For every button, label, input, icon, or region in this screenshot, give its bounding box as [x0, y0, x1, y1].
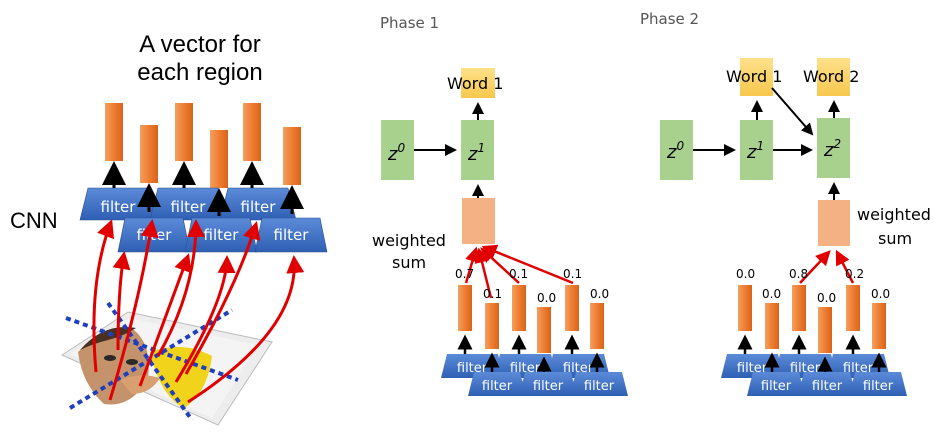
filter-label: filter — [533, 379, 564, 394]
weighted-sum-line2: sum — [392, 253, 426, 272]
filter-to-vector-arrows — [102, 161, 304, 216]
weighted-sum-box — [462, 198, 495, 244]
z0-label: z0 — [666, 139, 684, 163]
z1-label: z1 — [746, 139, 764, 163]
word1-box — [740, 58, 773, 96]
filter-block — [468, 372, 526, 396]
phase1-weights: 0.7 0.1 0.1 0.0 0.1 0.0 — [455, 267, 609, 305]
phase1-filter-arrows — [457, 334, 605, 372]
z0-label: z0 — [387, 141, 405, 165]
weight-label: 0.7 — [455, 267, 474, 281]
region-vector — [738, 285, 752, 331]
region-vector — [283, 127, 301, 185]
filter-label: filter — [137, 226, 173, 244]
region-vector — [105, 103, 123, 161]
image-to-filter-arrows — [92, 219, 305, 404]
weighted-sum-line1: weighted — [857, 205, 931, 224]
phase1-region-vectors — [458, 285, 604, 353]
region-vector — [210, 130, 228, 188]
phase2-title: Phase 2 — [640, 10, 699, 28]
z2-label: z2 — [823, 137, 841, 161]
filter-label: filter — [204, 226, 240, 244]
filter-label: filter — [171, 198, 207, 216]
z1-box — [461, 120, 494, 180]
filter-label: filter — [863, 379, 894, 394]
weight-label: 0.0 — [736, 267, 755, 281]
phase1-filter-front: filter filter filter — [468, 372, 628, 396]
region-vector — [846, 285, 860, 331]
filter-label: filter — [482, 379, 513, 394]
filter-block — [519, 372, 577, 396]
z0-box — [381, 120, 414, 180]
phase2-filter-arrows — [737, 334, 887, 372]
weight-label: 0.0 — [871, 287, 890, 301]
region-vector — [512, 285, 526, 331]
phase1-panel: Phase 1 Word 1 z0 z1 weighted sum 0.7 0.… — [372, 14, 628, 396]
word1-box — [461, 68, 495, 98]
filter-block — [798, 372, 856, 396]
filter-block — [570, 372, 628, 396]
weight-label: 0.0 — [817, 291, 836, 305]
weighted-sum-line1: weighted — [372, 231, 446, 250]
region-vector — [175, 103, 193, 161]
weighted-sum-box — [818, 200, 850, 246]
word1-label: Word 1 — [447, 74, 503, 93]
region-vector — [818, 307, 832, 353]
weight-label: 0.2 — [845, 267, 864, 281]
weight-label: 0.0 — [762, 287, 781, 301]
word1-label: Word 1 — [726, 67, 782, 86]
phase2-weights: 0.0 0.0 0.8 0.0 0.2 0.0 — [736, 267, 890, 305]
filter-label: filter — [761, 379, 792, 394]
phase2-attention-arrows — [799, 249, 855, 284]
phase1-black-arrows — [414, 102, 484, 198]
region-vector — [872, 303, 886, 349]
phase2-filter-front: filter filter filter — [747, 372, 907, 396]
z1-label: z1 — [467, 141, 485, 165]
filter-block — [747, 372, 805, 396]
z1-box — [740, 120, 773, 180]
z2-box — [817, 118, 850, 178]
region-vector — [140, 125, 158, 183]
word2-label: Word 2 — [803, 67, 859, 86]
filter-label: filter — [101, 198, 137, 216]
region-vectors — [105, 103, 301, 188]
left-title-line2: each region — [137, 59, 262, 86]
left-panel: A vector for each region CNN filter filt… — [10, 31, 328, 426]
weighted-sum-line2: sum — [878, 229, 912, 248]
region-vector — [485, 303, 499, 349]
region-vector — [458, 285, 472, 331]
weight-label: 0.1 — [563, 267, 582, 281]
z0-box — [660, 120, 693, 180]
weight-label: 0.8 — [789, 267, 808, 281]
filter-row-back: filter filter filter — [79, 187, 297, 221]
weight-label: 0.1 — [509, 267, 528, 281]
region-vector — [565, 285, 579, 331]
filter-label: filter — [584, 379, 615, 394]
filter-label: filter — [241, 198, 277, 216]
phase2-region-vectors — [738, 285, 886, 353]
weight-label: 0.1 — [483, 287, 502, 301]
filter-label: filter — [812, 379, 843, 394]
phase2-black-arrows — [693, 87, 840, 200]
left-title-line1: A vector for — [139, 31, 260, 58]
weight-label: 0.0 — [537, 291, 556, 305]
phase1-attention-arrows — [464, 244, 574, 299]
region-vector — [792, 285, 806, 331]
weight-label: 0.0 — [590, 287, 609, 301]
phase1-title: Phase 1 — [380, 14, 439, 32]
region-vector — [243, 103, 261, 161]
region-vector — [765, 303, 779, 349]
phase2-panel: Phase 2 Word 1 Word 2 z0 z1 z2 weighted … — [640, 10, 931, 396]
filter-label: filter — [274, 226, 310, 244]
region-vector — [590, 303, 604, 349]
filter-block — [849, 372, 907, 396]
word2-box — [817, 58, 850, 96]
region-vector — [537, 307, 551, 353]
cnn-label: CNN — [10, 208, 58, 233]
